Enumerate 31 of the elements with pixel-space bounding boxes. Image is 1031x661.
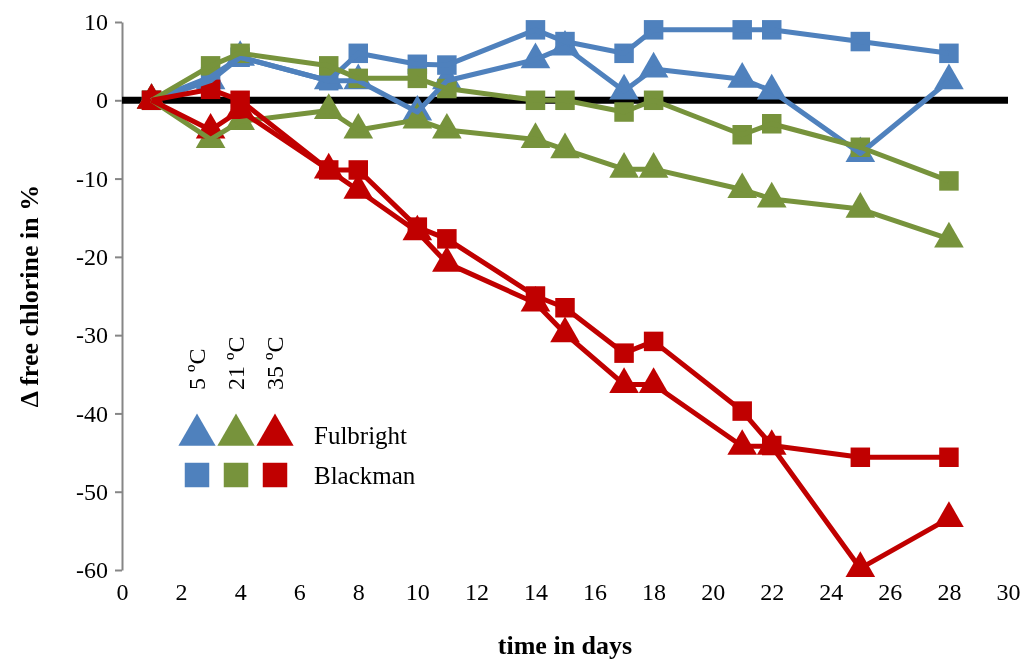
y-tick-label: -10 — [76, 165, 108, 192]
x-tick-label: 12 — [464, 579, 489, 606]
y-tick-label: -40 — [76, 400, 108, 427]
x-tick-label: 8 — [352, 579, 365, 606]
x-tick-label: 26 — [878, 579, 903, 606]
annotation: Blackman — [314, 462, 416, 489]
y-tick-label: -30 — [76, 322, 108, 349]
annotation: 5 ºC — [184, 348, 210, 390]
x-tick-label: 0 — [116, 579, 129, 606]
y-tick-label: -20 — [76, 244, 108, 271]
x-tick-label: 14 — [523, 579, 548, 606]
x-tick-label: 30 — [996, 579, 1021, 606]
x-tick-label: 24 — [819, 579, 844, 606]
x-tick-label: 22 — [760, 579, 785, 606]
x-tick-label: 6 — [293, 579, 306, 606]
annotation: 21 ºC — [223, 336, 249, 390]
x-tick-label: 2 — [175, 579, 188, 606]
annotation: 35 ºC — [262, 336, 288, 390]
y-tick-label: -50 — [76, 478, 108, 505]
x-tick-label: 10 — [405, 579, 430, 606]
y-tick-label: 0 — [96, 87, 108, 114]
x-tick-label: 28 — [937, 579, 962, 606]
x-tick-label: 16 — [583, 579, 608, 606]
x-tick-label: 20 — [701, 579, 726, 606]
annotation: Fulbright — [314, 422, 408, 449]
y-tick-label: 10 — [84, 9, 108, 36]
x-tick-label: 18 — [642, 579, 667, 606]
y-tick-label: -60 — [76, 557, 108, 584]
y-axis-title: Δ free chlorine in % — [15, 184, 44, 408]
x-tick-label: 4 — [234, 579, 247, 606]
x-axis-title: time in days — [497, 631, 633, 660]
